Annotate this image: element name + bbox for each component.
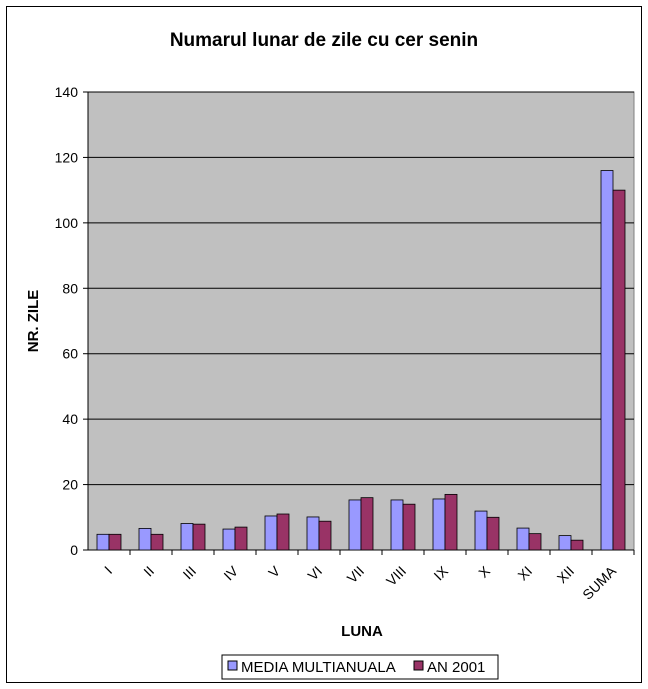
x-tick-label: XI (514, 563, 535, 584)
y-tick-label: 0 (70, 542, 78, 558)
legend-swatch-media (227, 660, 238, 671)
bar-an2001-xi (528, 533, 542, 551)
x-tick-label: I (101, 563, 115, 577)
bar-an2001-xii (570, 539, 584, 551)
bar-media-viii (390, 499, 404, 551)
y-tick-label: 140 (55, 84, 79, 100)
x-tick-label: X (475, 562, 493, 580)
bar-media-suma (600, 170, 614, 551)
x-tick-label: IX (430, 562, 451, 583)
x-tick-label: VII (344, 563, 367, 586)
bar-media-ix (432, 498, 446, 551)
bar-an2001-iv (234, 526, 248, 551)
x-tick-label: XII (554, 563, 577, 586)
bar-media-vi (306, 516, 320, 551)
chart-title: Numarul lunar de zile cu cer senin (170, 30, 478, 51)
x-axis-label: LUNA (341, 623, 383, 640)
bar-media-v (264, 515, 278, 551)
plot-background (87, 91, 635, 551)
y-tick-label: 80 (62, 280, 78, 296)
bar-an2001-iii (192, 523, 206, 551)
bar-media-xi (516, 527, 530, 551)
bar-media-xii (558, 535, 572, 551)
bar-media-iii (180, 523, 194, 551)
legend-label-an2001: AN 2001 (427, 659, 485, 676)
x-tick-label: IV (220, 562, 241, 583)
legend-box (221, 654, 499, 680)
x-tick-label: II (140, 563, 157, 580)
bar-an2001-v (276, 513, 290, 551)
bar-media-x (474, 510, 488, 551)
y-axis-label: NR. ZILE (25, 290, 42, 353)
x-tick-label: VIII (383, 563, 409, 589)
x-tick-label: III (180, 563, 200, 583)
bar-media-ii (138, 528, 152, 551)
x-tick-label: V (265, 562, 283, 580)
x-tick-label: SUMA (579, 562, 619, 602)
bar-an2001-suma (612, 189, 626, 551)
x-tick-label: VI (304, 563, 325, 584)
y-tick-label: 20 (62, 477, 78, 493)
bar-an2001-ix (444, 493, 458, 551)
bar-an2001-viii (402, 503, 416, 551)
bar-an2001-ii (150, 533, 164, 551)
y-tick-label: 100 (55, 215, 79, 231)
bar-an2001-i (108, 533, 122, 551)
bar-media-iv (222, 528, 236, 551)
bar-an2001-x (486, 516, 500, 551)
y-tick-label: 60 (62, 346, 78, 362)
legend: MEDIA MULTIANUALA AN 2001 (221, 654, 499, 680)
y-tick-label: 120 (55, 149, 79, 165)
legend-swatch-an2001 (413, 660, 424, 671)
bar-media-i (96, 533, 110, 551)
y-tick-label: 40 (62, 411, 78, 427)
bar-media-vii (348, 499, 362, 551)
bar-an2001-vi (318, 520, 332, 551)
legend-label-media: MEDIA MULTIANUALA (241, 659, 396, 676)
bar-an2001-vii (360, 497, 374, 551)
